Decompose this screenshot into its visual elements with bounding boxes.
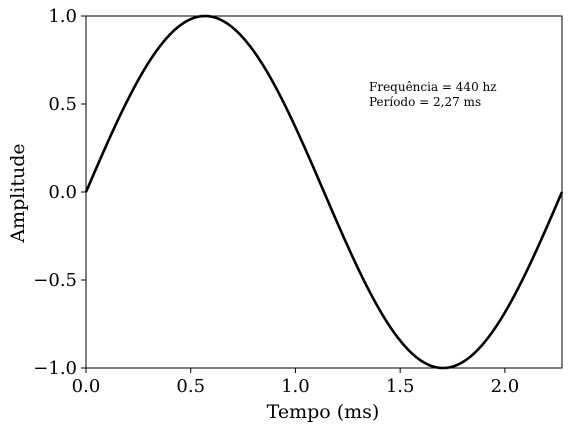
annotation-period: Período = 2,27 ms — [369, 95, 481, 109]
x-tick-label: 2.0 — [491, 376, 520, 397]
annotation-frequency: Frequência = 440 hz — [369, 80, 497, 94]
plot-area — [84, 14, 564, 370]
y-tick-label: −0.5 — [33, 270, 77, 291]
series-line — [84, 14, 564, 370]
y-axis: −1.0 −0.5 0.0 0.5 1.0 — [33, 6, 86, 379]
y-tick-label: 0.5 — [48, 94, 77, 115]
x-axis-title: Tempo (ms) — [267, 401, 380, 423]
x-tick-label: 0.5 — [176, 376, 205, 397]
x-tick-label: 1.5 — [386, 376, 415, 397]
x-tick-label: 0.0 — [72, 376, 101, 397]
y-tick-label: −1.0 — [33, 358, 77, 379]
y-axis-title: Amplitude — [7, 143, 29, 243]
y-tick-label: 0.0 — [48, 182, 77, 203]
y-tick-label: 1.0 — [48, 6, 77, 27]
x-axis: 0.0 0.5 1.0 1.5 2.0 — [72, 368, 520, 397]
x-tick-label: 1.0 — [281, 376, 310, 397]
